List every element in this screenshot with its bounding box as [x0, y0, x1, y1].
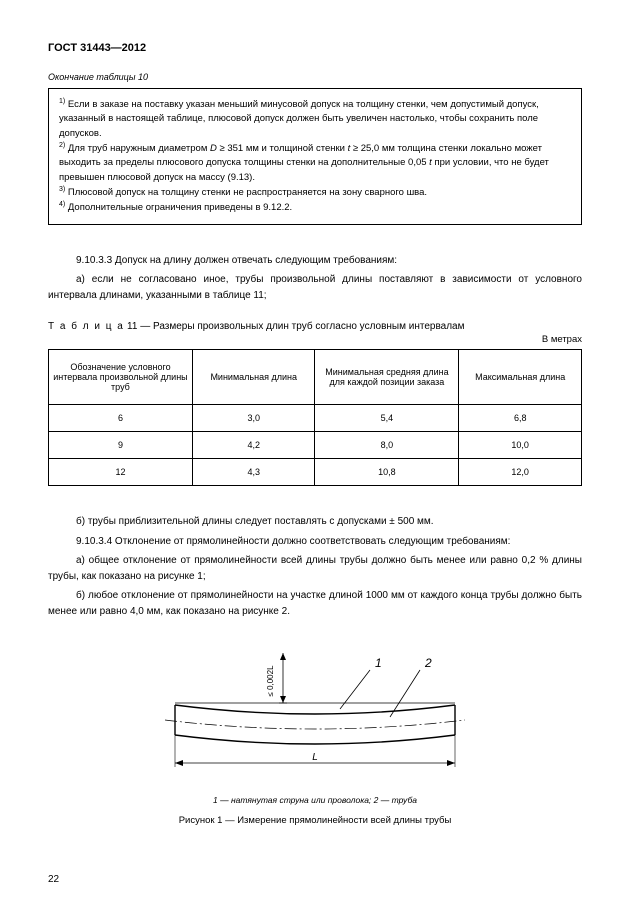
note-2: 2) Для труб наружным диаметром D ≥ 351 м…: [59, 141, 571, 185]
table-end-note: Окончание таблицы 10: [48, 72, 582, 82]
dim-L: L: [312, 752, 318, 763]
figure-legend: 1 — натянутая струна или проволока; 2 — …: [48, 795, 582, 805]
para-a: а) если не согласовано иное, трубы произ…: [48, 272, 582, 303]
table-row: 12 4,3 10,8 12,0: [49, 459, 582, 486]
note-1: 1) Если в заказе на поставку указан мень…: [59, 97, 571, 141]
document-header: ГОСТ 31443—2012: [48, 42, 582, 54]
para-9-10-3-3: 9.10.3.3 Допуск на длину должен отвечать…: [48, 253, 582, 269]
notes-box: 1) Если в заказе на поставку указан мень…: [48, 88, 582, 225]
table-row: 9 4,2 8,0 10,0: [49, 432, 582, 459]
col-header-max: Максимальная длина: [459, 350, 582, 405]
table11-unit: В метрах: [48, 334, 582, 345]
marker-1: 1: [375, 656, 382, 670]
table11: Обозначение условного интервала произвол…: [48, 349, 582, 486]
table-row: 6 3,0 5,4 6,8: [49, 405, 582, 432]
table-row: Обозначение условного интервала произвол…: [49, 350, 582, 405]
col-header-interval: Обозначение условного интервала произвол…: [49, 350, 193, 405]
col-header-avg: Минимальная средняя длина для каждой поз…: [315, 350, 459, 405]
para-a2: а) общее отклонение от прямолинейности в…: [48, 553, 582, 584]
note-4: 4) Дополнительные ограничения приведены …: [59, 200, 571, 215]
para-b2: б) любое отклонение от прямолинейности н…: [48, 588, 582, 619]
col-header-min: Минимальная длина: [192, 350, 315, 405]
figure-1: ≤ 0,002L 1 2 L 1 — натянутая струна: [48, 645, 582, 826]
table11-title: Т а б л и ц а 11 — Размеры произвольных …: [48, 321, 582, 332]
para-9-10-3-4: 9.10.3.4 Отклонение от прямолинейности д…: [48, 534, 582, 550]
marker-2: 2: [424, 656, 432, 670]
note-3: 3) Плюсовой допуск на толщину стенки не …: [59, 185, 571, 200]
para-b: б) трубы приблизительной длины следует п…: [48, 514, 582, 530]
tolerance-label: ≤ 0,002L: [266, 665, 275, 697]
figure-svg: ≤ 0,002L 1 2 L: [135, 645, 495, 785]
figure-caption: Рисунок 1 — Измерение прямолинейности вс…: [48, 815, 582, 826]
page-number: 22: [48, 874, 59, 885]
